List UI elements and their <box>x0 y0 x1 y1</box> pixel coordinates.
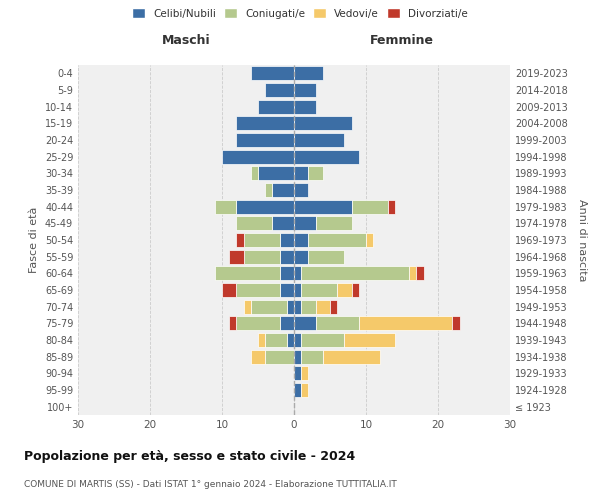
Bar <box>251 300 287 314</box>
Bar <box>294 133 344 147</box>
Bar <box>294 166 308 180</box>
Y-axis label: Anni di nascita: Anni di nascita <box>577 198 587 281</box>
Bar <box>251 166 258 180</box>
Text: Maschi: Maschi <box>161 34 211 48</box>
Bar <box>301 366 308 380</box>
Bar <box>294 333 301 347</box>
Bar <box>222 150 294 164</box>
Bar <box>323 350 380 364</box>
Bar <box>222 283 236 297</box>
Bar <box>280 266 294 280</box>
Bar <box>416 266 424 280</box>
Bar <box>294 216 316 230</box>
Bar <box>294 383 301 397</box>
Bar <box>359 316 452 330</box>
Bar <box>265 350 294 364</box>
Text: Femmine: Femmine <box>370 34 434 48</box>
Bar <box>280 283 294 297</box>
Bar <box>294 100 316 114</box>
Bar <box>388 200 395 214</box>
Bar <box>301 300 316 314</box>
Bar <box>251 66 294 80</box>
Bar <box>294 350 301 364</box>
Bar <box>316 216 352 230</box>
Bar <box>215 200 236 214</box>
Bar <box>294 316 316 330</box>
Bar <box>301 266 409 280</box>
Bar <box>236 316 280 330</box>
Bar <box>287 300 294 314</box>
Bar <box>272 183 294 197</box>
Text: Popolazione per età, sesso e stato civile - 2024: Popolazione per età, sesso e stato civil… <box>24 450 355 463</box>
Bar <box>229 316 236 330</box>
Bar <box>258 166 294 180</box>
Bar <box>294 150 359 164</box>
Bar <box>452 316 460 330</box>
Bar <box>308 233 366 247</box>
Bar <box>236 133 294 147</box>
Bar <box>236 116 294 130</box>
Bar <box>229 250 244 264</box>
Bar <box>294 200 352 214</box>
Bar <box>301 350 323 364</box>
Bar <box>294 300 301 314</box>
Bar <box>265 333 287 347</box>
Bar <box>294 66 323 80</box>
Bar <box>236 233 244 247</box>
Bar <box>265 83 294 97</box>
Bar <box>258 100 294 114</box>
Bar <box>344 333 395 347</box>
Y-axis label: Fasce di età: Fasce di età <box>29 207 39 273</box>
Bar <box>251 350 265 364</box>
Bar <box>272 216 294 230</box>
Bar <box>352 200 388 214</box>
Bar <box>316 300 330 314</box>
Bar <box>287 333 294 347</box>
Bar <box>409 266 416 280</box>
Bar <box>280 250 294 264</box>
Bar <box>236 283 280 297</box>
Bar <box>366 233 373 247</box>
Bar <box>308 166 323 180</box>
Bar <box>244 250 280 264</box>
Bar <box>294 366 301 380</box>
Bar <box>301 383 308 397</box>
Bar <box>294 250 308 264</box>
Bar <box>280 233 294 247</box>
Bar <box>215 266 280 280</box>
Bar <box>294 83 316 97</box>
Bar <box>316 316 359 330</box>
Bar <box>280 316 294 330</box>
Bar <box>294 183 308 197</box>
Bar <box>244 233 280 247</box>
Bar <box>301 283 337 297</box>
Legend: Celibi/Nubili, Coniugati/e, Vedovi/e, Divorziati/e: Celibi/Nubili, Coniugati/e, Vedovi/e, Di… <box>129 5 471 21</box>
Bar <box>330 300 337 314</box>
Bar <box>236 216 272 230</box>
Bar <box>265 183 272 197</box>
Bar <box>294 233 308 247</box>
Bar <box>301 333 344 347</box>
Text: COMUNE DI MARTIS (SS) - Dati ISTAT 1° gennaio 2024 - Elaborazione TUTTITALIA.IT: COMUNE DI MARTIS (SS) - Dati ISTAT 1° ge… <box>24 480 397 489</box>
Bar <box>258 333 265 347</box>
Bar <box>294 283 301 297</box>
Bar <box>236 200 294 214</box>
Bar <box>244 300 251 314</box>
Bar <box>294 116 352 130</box>
Bar <box>337 283 352 297</box>
Bar <box>308 250 344 264</box>
Bar <box>352 283 359 297</box>
Bar <box>294 266 301 280</box>
